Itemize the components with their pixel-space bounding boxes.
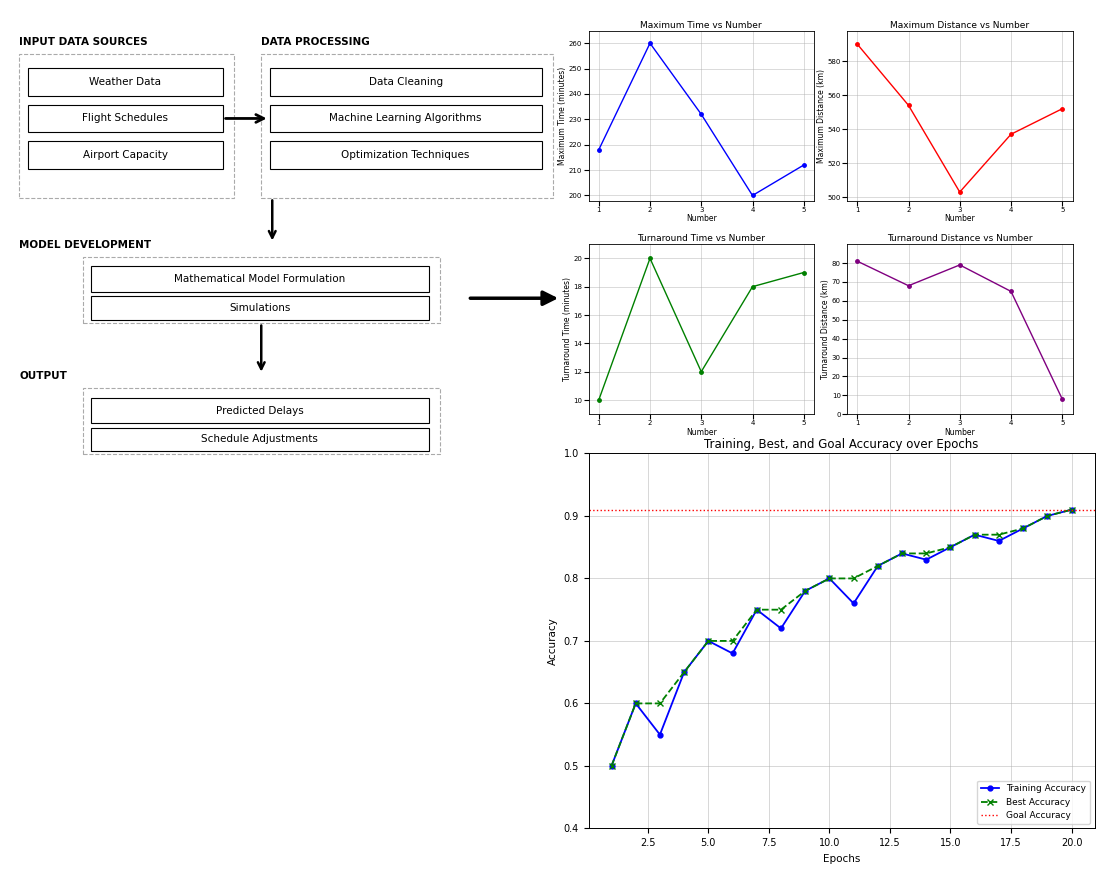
Title: Turnaround Distance vs Number: Turnaround Distance vs Number bbox=[887, 235, 1033, 243]
Best Accuracy bbox=[1041, 511, 1054, 521]
Training Accuracy bbox=[992, 535, 1005, 546]
Training Accuracy bbox=[871, 561, 884, 571]
Training Accuracy bbox=[750, 604, 763, 615]
Best Accuracy bbox=[726, 636, 739, 646]
Best Accuracy bbox=[1016, 523, 1030, 534]
Best Accuracy bbox=[968, 529, 981, 540]
Best Accuracy bbox=[871, 561, 884, 571]
FancyBboxPatch shape bbox=[28, 141, 222, 169]
Title: Turnaround Time vs Number: Turnaround Time vs Number bbox=[637, 235, 766, 243]
Training Accuracy bbox=[895, 548, 909, 559]
Title: Maximum Distance vs Number: Maximum Distance vs Number bbox=[890, 21, 1030, 30]
Training Accuracy bbox=[1065, 504, 1078, 514]
Best Accuracy bbox=[847, 573, 860, 583]
X-axis label: Number: Number bbox=[945, 215, 975, 223]
Best Accuracy bbox=[629, 698, 642, 709]
Best Accuracy bbox=[774, 604, 788, 615]
Best Accuracy bbox=[895, 548, 909, 559]
Best Accuracy bbox=[750, 604, 763, 615]
X-axis label: Epochs: Epochs bbox=[823, 854, 860, 863]
FancyBboxPatch shape bbox=[28, 68, 222, 96]
Text: Flight Schedules: Flight Schedules bbox=[82, 113, 168, 124]
Text: MODEL DEVELOPMENT: MODEL DEVELOPMENT bbox=[20, 240, 152, 250]
Text: Weather Data: Weather Data bbox=[89, 77, 161, 87]
Text: Optimization Techniques: Optimization Techniques bbox=[341, 150, 470, 160]
Best Accuracy bbox=[920, 548, 933, 559]
X-axis label: Number: Number bbox=[686, 215, 716, 223]
Goal Accuracy bbox=[605, 504, 618, 514]
Training Accuracy bbox=[678, 667, 691, 678]
Best Accuracy bbox=[992, 529, 1005, 540]
Best Accuracy bbox=[605, 760, 618, 771]
Training Accuracy bbox=[920, 555, 933, 565]
Training Accuracy bbox=[774, 623, 788, 634]
Training Accuracy bbox=[944, 542, 957, 553]
Training Accuracy bbox=[823, 573, 836, 583]
Y-axis label: Maximum Distance (km): Maximum Distance (km) bbox=[817, 69, 826, 162]
Training Accuracy bbox=[605, 760, 618, 771]
Best Accuracy bbox=[944, 542, 957, 553]
FancyBboxPatch shape bbox=[90, 427, 429, 451]
Text: Schedule Adjustments: Schedule Adjustments bbox=[201, 434, 318, 444]
Best Accuracy bbox=[799, 586, 812, 596]
Training Accuracy bbox=[726, 648, 739, 658]
Text: DATA PROCESSING: DATA PROCESSING bbox=[262, 37, 370, 47]
Best Accuracy bbox=[823, 573, 836, 583]
FancyBboxPatch shape bbox=[270, 68, 541, 96]
Best Accuracy bbox=[653, 698, 667, 709]
Line: Best Accuracy: Best Accuracy bbox=[608, 507, 1075, 769]
Training Accuracy bbox=[702, 636, 715, 646]
FancyBboxPatch shape bbox=[28, 105, 222, 133]
FancyBboxPatch shape bbox=[90, 267, 429, 292]
Training Accuracy bbox=[1041, 511, 1054, 521]
Y-axis label: Turnaround Distance (km): Turnaround Distance (km) bbox=[822, 279, 830, 379]
Text: Data Cleaning: Data Cleaning bbox=[368, 77, 442, 87]
Best Accuracy bbox=[1065, 504, 1078, 514]
Text: Airport Capacity: Airport Capacity bbox=[82, 150, 167, 160]
Text: Simulations: Simulations bbox=[229, 303, 290, 313]
Training Accuracy bbox=[1016, 523, 1030, 534]
FancyBboxPatch shape bbox=[90, 296, 429, 320]
Text: Mathematical Model Formulation: Mathematical Model Formulation bbox=[174, 275, 345, 284]
Title: Maximum Time vs Number: Maximum Time vs Number bbox=[640, 21, 762, 30]
FancyBboxPatch shape bbox=[270, 141, 541, 169]
Text: Machine Learning Algorithms: Machine Learning Algorithms bbox=[329, 113, 482, 124]
Line: Training Accuracy: Training Accuracy bbox=[609, 508, 1074, 768]
Text: INPUT DATA SOURCES: INPUT DATA SOURCES bbox=[20, 37, 147, 47]
Y-axis label: Accuracy: Accuracy bbox=[548, 617, 558, 664]
Y-axis label: Maximum Time (minutes): Maximum Time (minutes) bbox=[559, 66, 568, 165]
X-axis label: Number: Number bbox=[686, 428, 716, 437]
Training Accuracy bbox=[847, 598, 860, 609]
Training Accuracy bbox=[653, 729, 667, 739]
Best Accuracy bbox=[702, 636, 715, 646]
Title: Training, Best, and Goal Accuracy over Epochs: Training, Best, and Goal Accuracy over E… bbox=[704, 438, 979, 451]
Legend: Training Accuracy, Best Accuracy, Goal Accuracy: Training Accuracy, Best Accuracy, Goal A… bbox=[978, 780, 1090, 824]
FancyBboxPatch shape bbox=[270, 105, 541, 133]
Best Accuracy bbox=[678, 667, 691, 678]
Training Accuracy bbox=[799, 586, 812, 596]
FancyBboxPatch shape bbox=[90, 398, 429, 424]
Training Accuracy bbox=[629, 698, 642, 709]
X-axis label: Number: Number bbox=[945, 428, 975, 437]
Goal Accuracy bbox=[581, 504, 594, 514]
Text: Predicted Delays: Predicted Delays bbox=[216, 405, 304, 416]
Training Accuracy bbox=[968, 529, 981, 540]
Y-axis label: Turnaround Time (minutes): Turnaround Time (minutes) bbox=[563, 277, 572, 381]
Text: OUTPUT: OUTPUT bbox=[20, 371, 67, 381]
